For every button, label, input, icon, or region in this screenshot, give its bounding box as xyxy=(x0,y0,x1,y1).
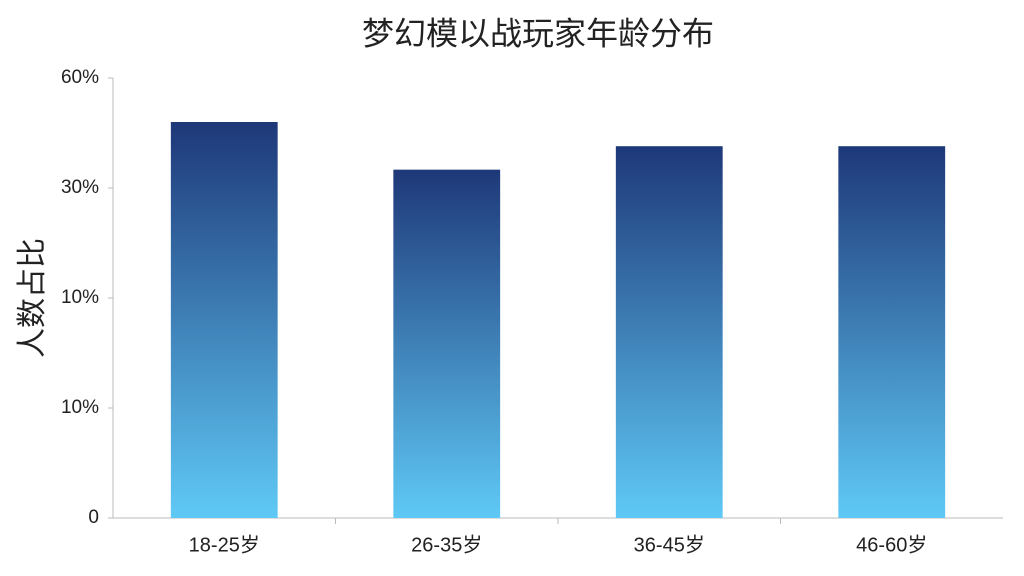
x-tick-label: 36-45岁 xyxy=(634,533,705,556)
x-tick-label: 18-25岁 xyxy=(189,533,260,556)
y-tick-label: 30% xyxy=(61,177,99,198)
chart-title: 梦幻模以战玩家年龄分布 xyxy=(362,15,714,51)
y-tick-label: 60% xyxy=(61,67,99,88)
bar xyxy=(615,146,723,518)
x-tick-label: 46-60岁 xyxy=(856,533,927,556)
bar xyxy=(170,122,278,518)
bar xyxy=(838,146,946,518)
y-tick-label: 0 xyxy=(88,507,99,528)
bar xyxy=(393,169,501,518)
y-axis-label: 人数占比 xyxy=(16,238,49,358)
y-tick-label: 10% xyxy=(61,397,99,418)
y-tick-label: 10% xyxy=(61,287,99,308)
x-tick-label: 26-35岁 xyxy=(411,533,482,556)
